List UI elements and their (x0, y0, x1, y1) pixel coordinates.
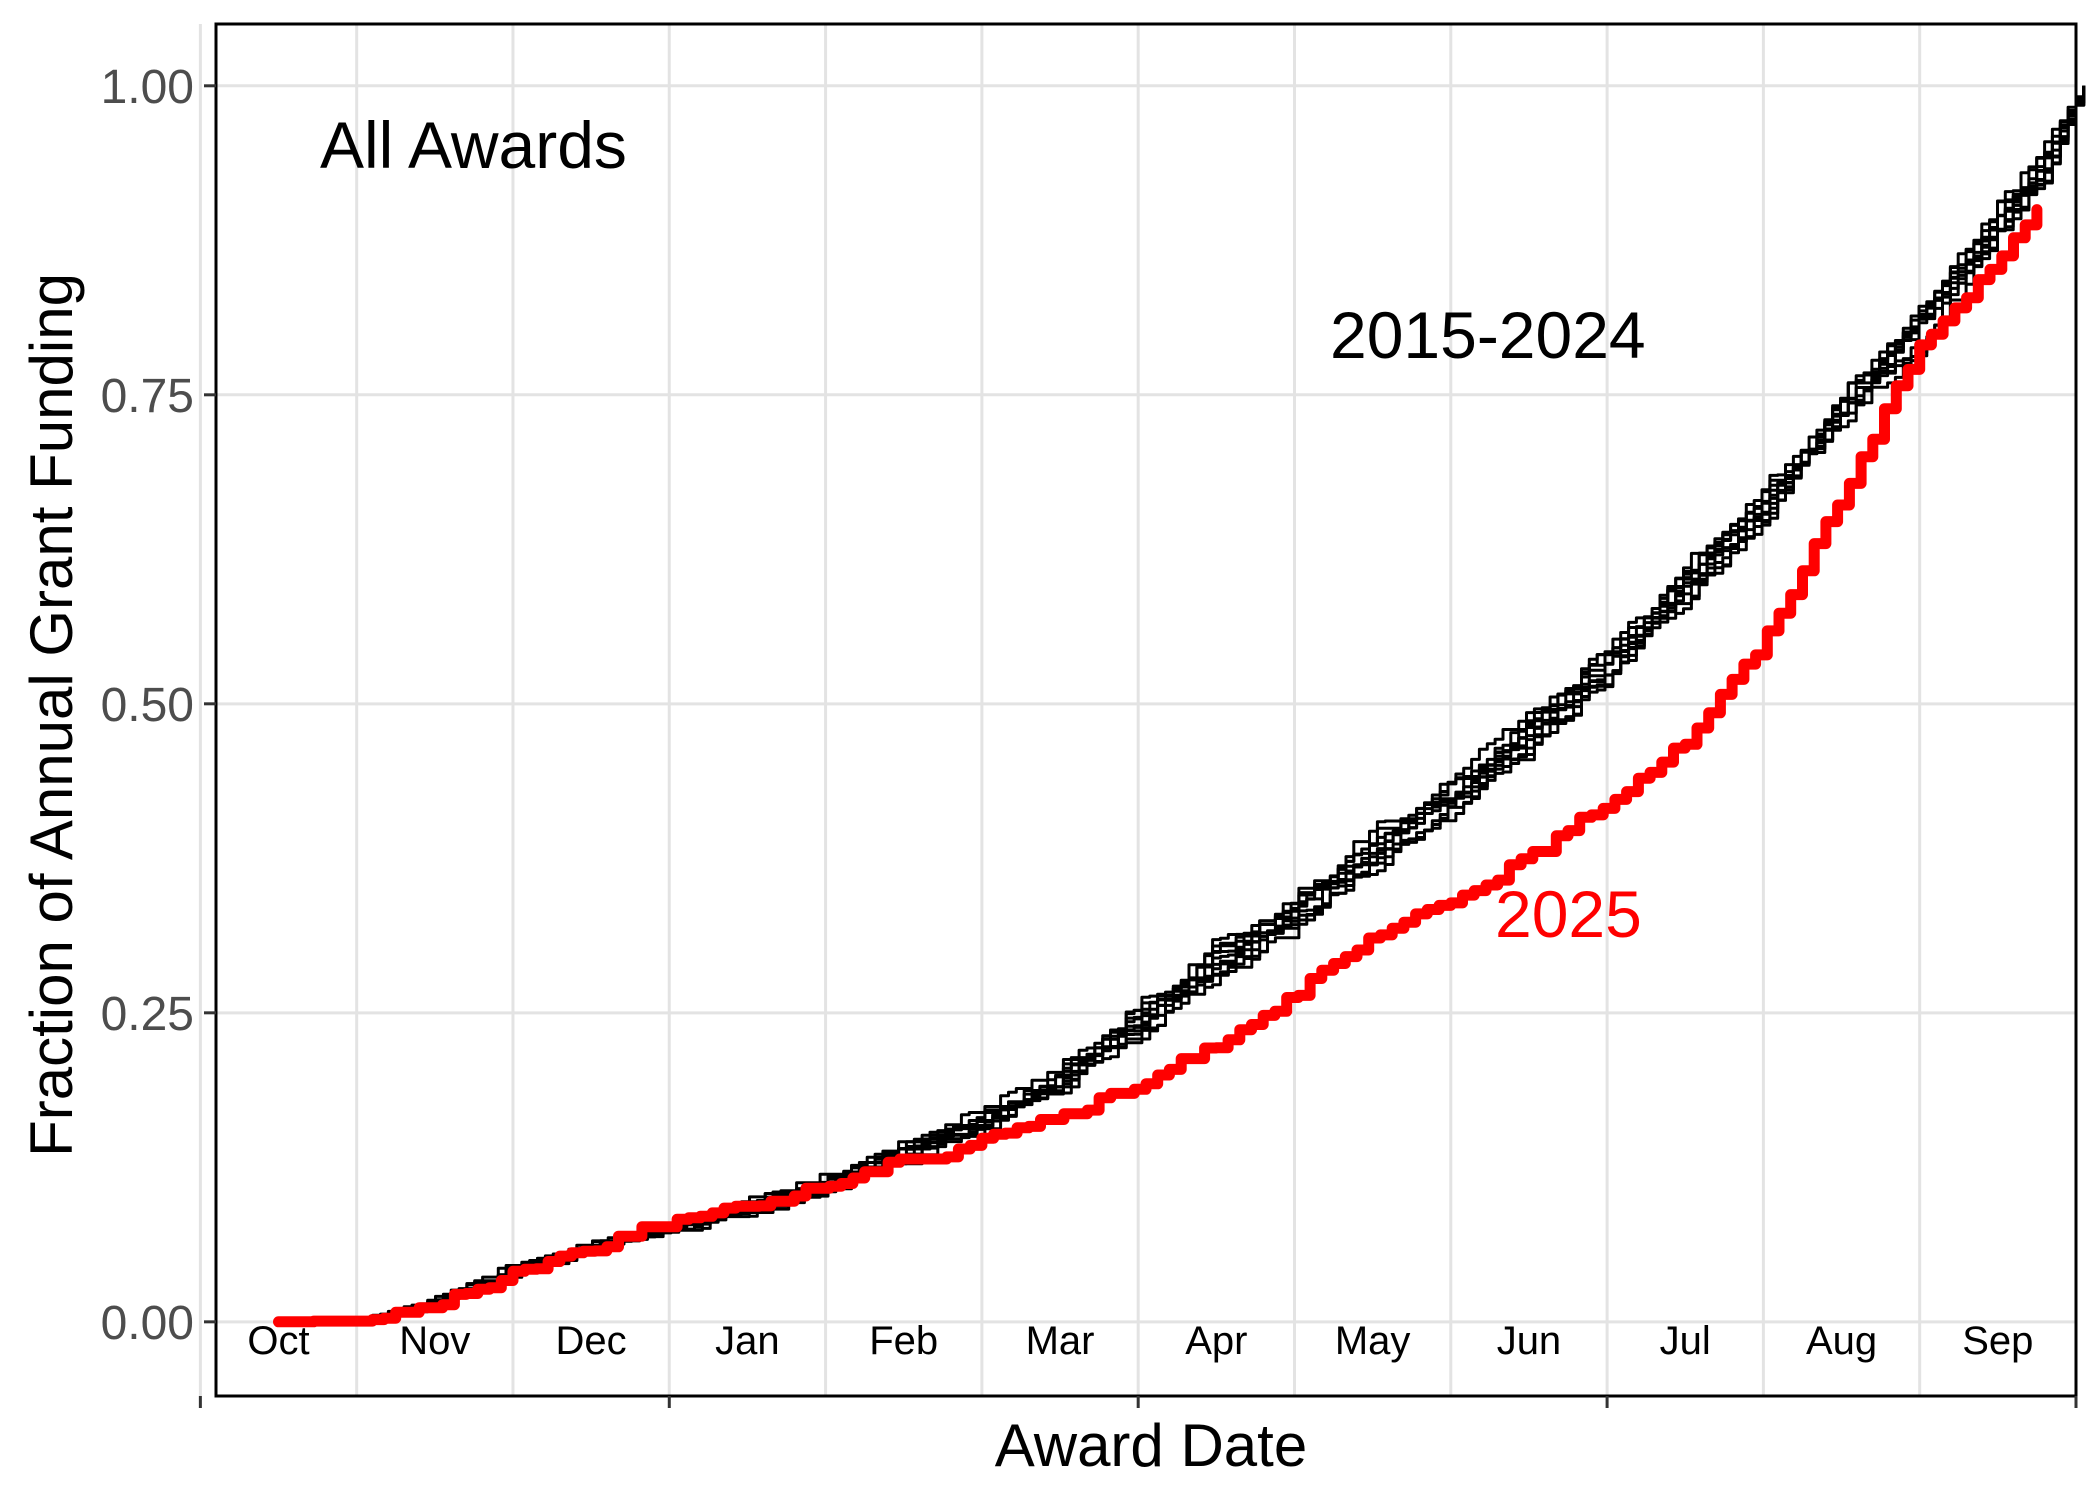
series-line-2025 (273, 204, 2043, 1328)
x-tick-label: Mar (1026, 1319, 1095, 1363)
x-tick-label: Jan (715, 1319, 780, 1363)
x-axis-tick-labels: Oct Nov Dec Jan Feb Mar Apr May Jun Jul Aug Sep (247, 1319, 2033, 1363)
y-axis-ticks (204, 84, 216, 1324)
series-annotation-2025: 2025 (1495, 877, 1642, 951)
x-tick-label: Sep (1962, 1319, 2033, 1363)
series-lines (273, 85, 2086, 1328)
x-axis-title: Award Date (995, 1412, 1307, 1479)
y-axis-title: Fraction of Annual Grant Funding (18, 273, 85, 1157)
y-tick-label: 0.50 (101, 679, 194, 732)
x-tick-label: Aug (1806, 1319, 1877, 1363)
x-tick-label: Oct (247, 1319, 309, 1363)
plot-panel-border (214, 22, 2078, 1398)
y-tick-label: 1.00 (101, 61, 194, 114)
x-axis-ticks (198, 1396, 2078, 1408)
grid-lines (198, 24, 2076, 1396)
x-tick-label: Jun (1497, 1319, 1562, 1363)
y-tick-label: 0.00 (101, 1297, 194, 1350)
panel-label: All Awards (320, 108, 627, 182)
x-tick-label: Apr (1185, 1319, 1247, 1363)
y-axis-tick-labels: 0.00 0.25 0.50 0.75 1.00 (101, 61, 194, 1350)
x-tick-label: Jul (1660, 1319, 1711, 1363)
x-tick-label: Nov (399, 1319, 470, 1363)
series-annotation-historic: 2015-2024 (1330, 298, 1646, 372)
y-tick-label: 0.25 (101, 988, 194, 1041)
x-tick-label: Dec (556, 1319, 627, 1363)
y-tick-label: 0.75 (101, 370, 194, 423)
x-tick-label: Feb (869, 1319, 938, 1363)
x-tick-label: May (1335, 1319, 1411, 1363)
